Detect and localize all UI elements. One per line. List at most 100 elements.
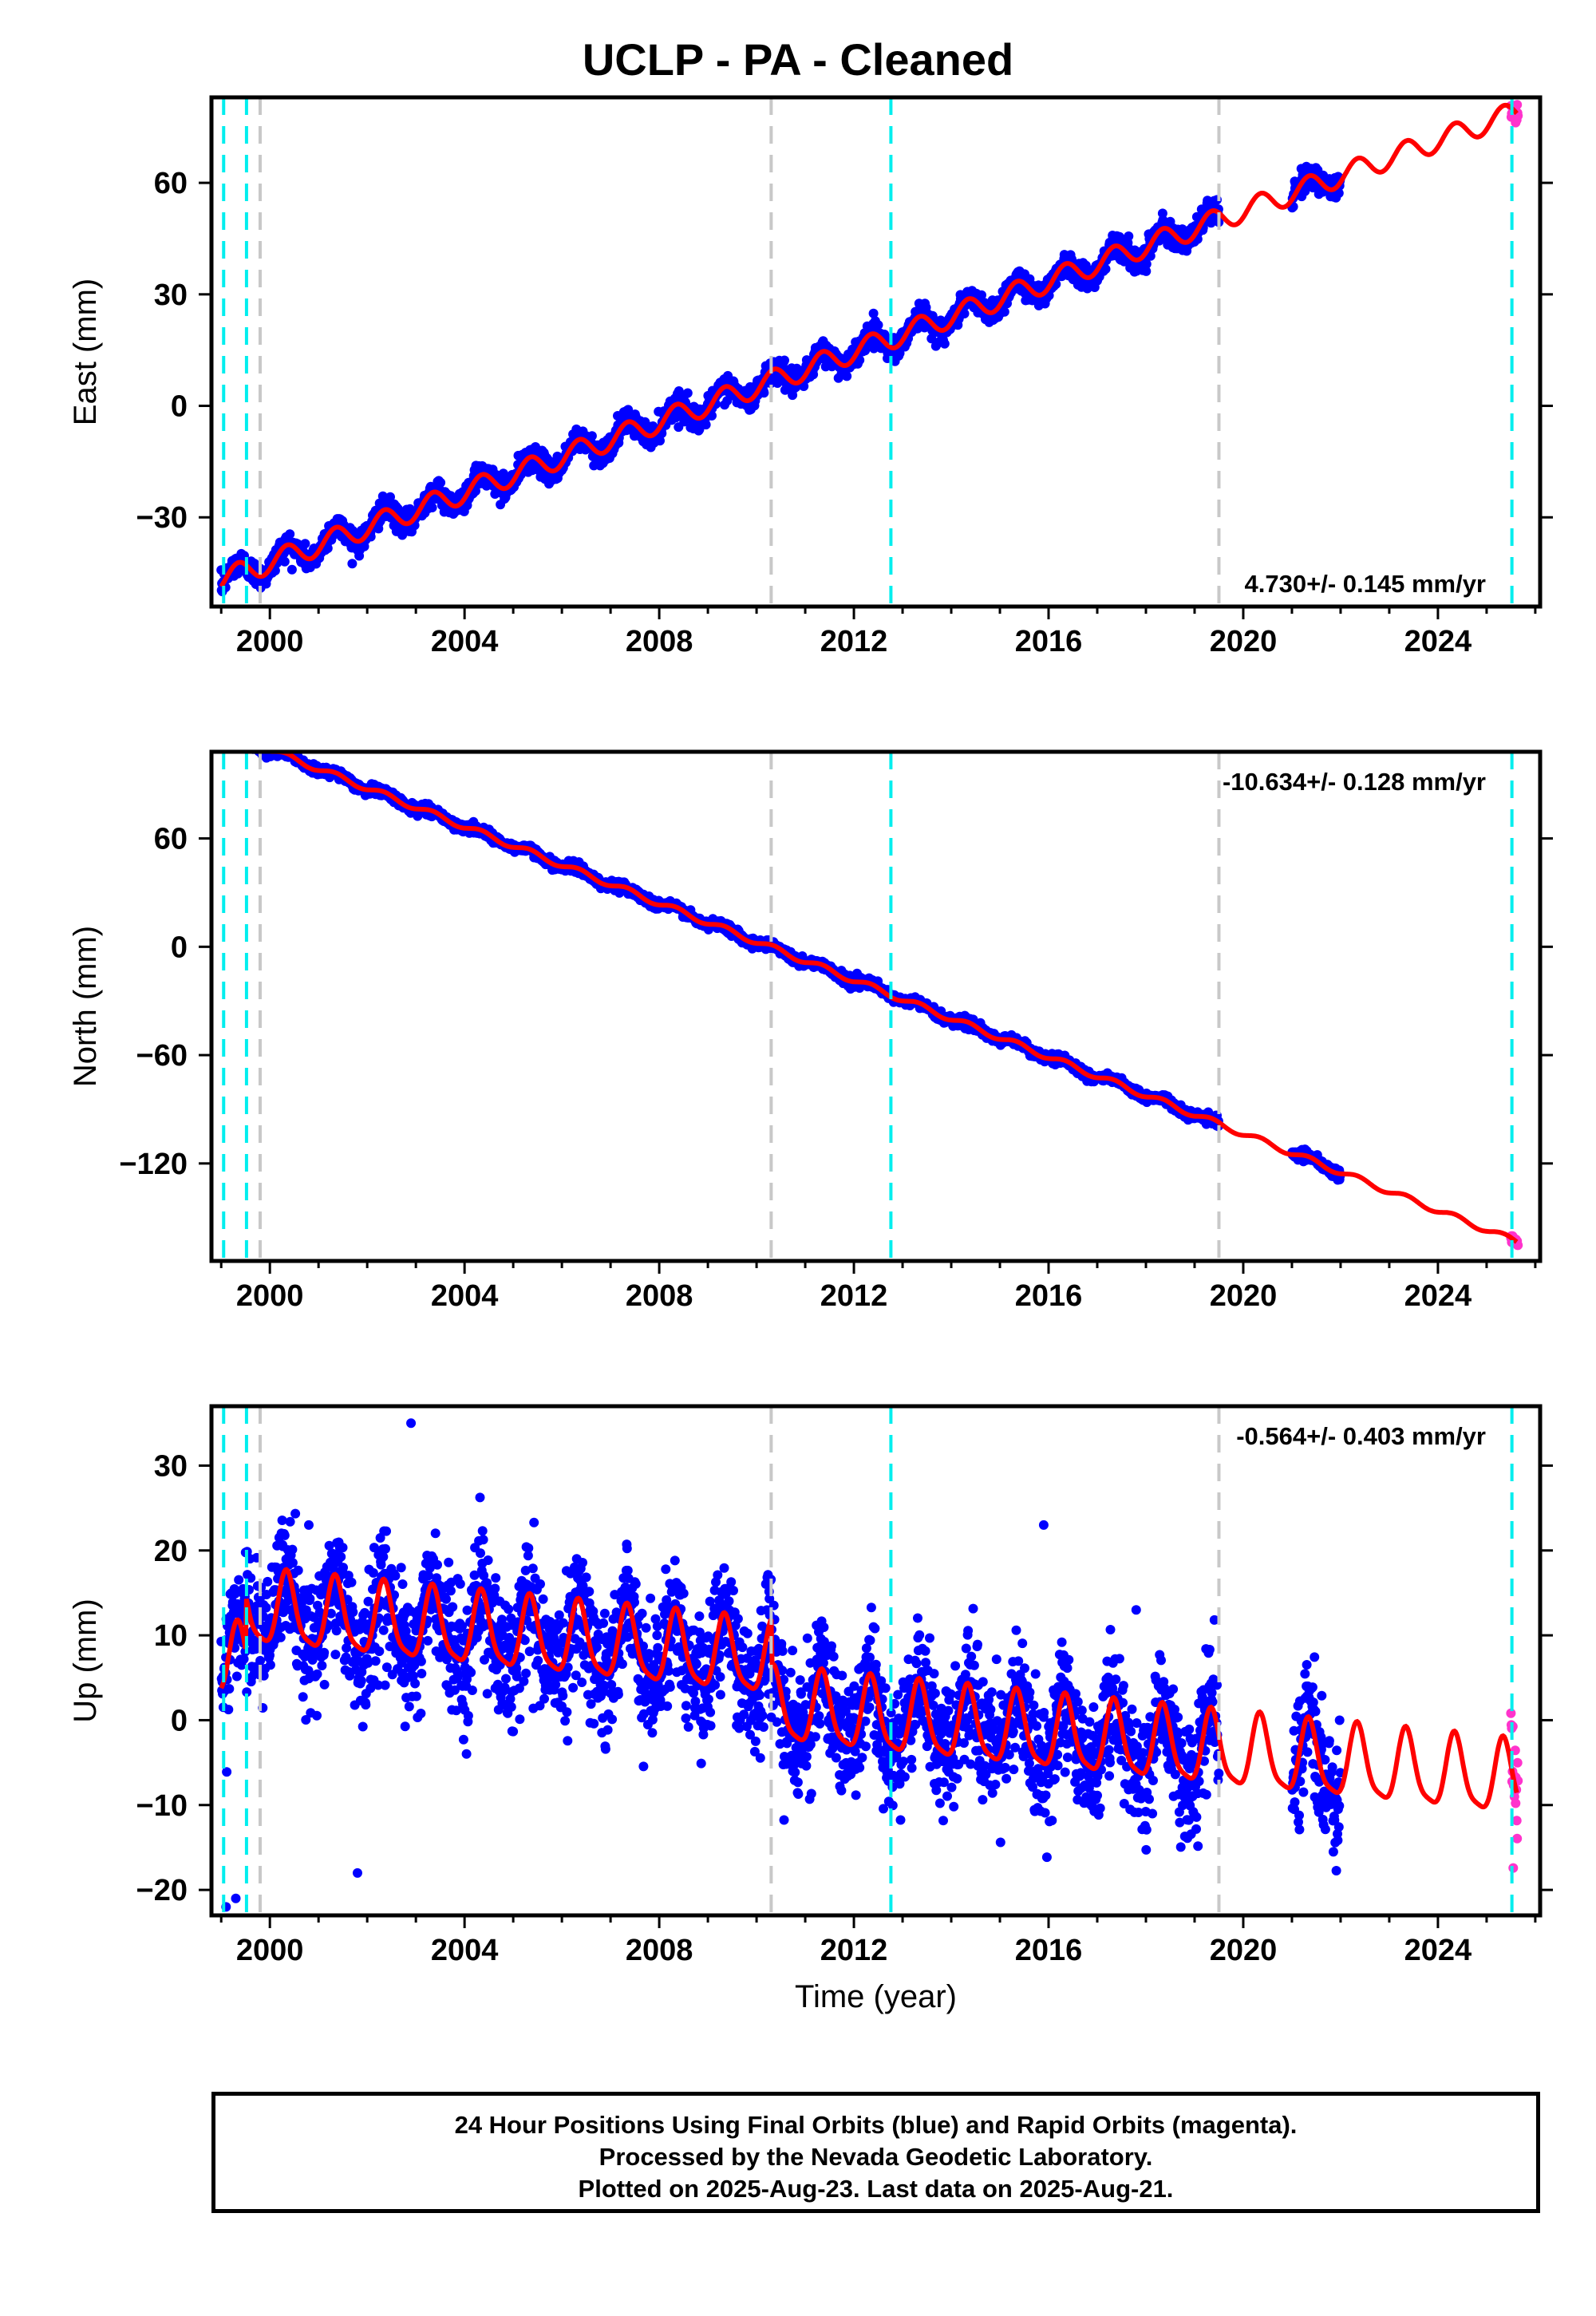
x-tick-label: 2024 (1404, 625, 1472, 658)
data-point (223, 726, 232, 736)
data-point (223, 724, 232, 733)
data-point (222, 729, 231, 738)
data-point (240, 733, 250, 743)
data-point (279, 556, 290, 567)
data-point (253, 736, 263, 745)
data-point (235, 725, 245, 735)
data-point (587, 431, 597, 441)
data-point (231, 726, 241, 736)
data-point (780, 355, 789, 366)
data-point (253, 739, 263, 749)
data-point (241, 734, 251, 744)
panel-frame (209, 95, 1543, 609)
data-point (860, 346, 871, 356)
data-point (347, 559, 358, 569)
data-point (285, 529, 295, 539)
data-point (855, 355, 865, 366)
x-tick-label: 2012 (820, 625, 888, 658)
data-point (243, 736, 253, 745)
data-point (235, 733, 244, 742)
data-point (224, 732, 234, 741)
data-point (221, 727, 231, 737)
data-point (251, 741, 260, 751)
data-point (229, 730, 239, 740)
data-point (229, 729, 239, 739)
data-point (1141, 259, 1152, 269)
data-point (227, 725, 237, 735)
data-point (280, 741, 290, 751)
data-point (235, 729, 245, 738)
data-point (226, 729, 235, 739)
figure-title: UCLP - PA - Cleaned (582, 34, 1014, 85)
data-point (245, 735, 255, 745)
data-point (225, 729, 235, 738)
data-point (222, 729, 231, 739)
data-point (219, 731, 229, 741)
rate-label: 4.730+/- 0.145 mm/yr (1245, 570, 1486, 598)
data-point (243, 737, 253, 746)
data-point (999, 306, 1009, 317)
data-point (248, 737, 258, 746)
data-point (223, 728, 232, 737)
data-point (239, 730, 248, 740)
data-point (247, 737, 257, 746)
data-point (808, 370, 819, 380)
data-point (241, 733, 251, 742)
data-point (246, 739, 255, 749)
data-point (251, 738, 261, 748)
y-tick-label: −30 (136, 501, 188, 535)
data-point (231, 732, 241, 741)
data-point (239, 733, 248, 742)
data-point (230, 727, 239, 737)
model-fit-line (219, 102, 1519, 588)
data-point (237, 729, 247, 738)
rapid-point (1512, 100, 1523, 110)
x-tick-label: 2020 (1210, 625, 1278, 658)
data-point (655, 436, 665, 446)
data-point (219, 731, 228, 741)
data-point (221, 729, 231, 739)
panel-north: 2000 2004 2008 2012 2016 2020 2024−120−60060No… (68, 724, 1553, 1313)
data-point (245, 737, 255, 746)
final-orbit-points (216, 161, 1345, 597)
data-point (251, 740, 260, 749)
data-point (247, 736, 257, 745)
data-point (1145, 251, 1156, 261)
x-tick-label: 2008 (626, 625, 693, 658)
x-tick-label: 2016 (1015, 625, 1083, 658)
y-tick-label: 60 (154, 167, 188, 200)
data-point (226, 726, 235, 736)
data-point (239, 733, 249, 742)
data-point (219, 733, 228, 742)
data-point (231, 731, 241, 741)
y-tick-label: 30 (154, 279, 188, 312)
data-point (701, 420, 711, 430)
data-point (244, 733, 254, 743)
data-point (939, 338, 950, 349)
data-point (240, 734, 250, 744)
data-point (234, 724, 243, 733)
data-point (242, 734, 251, 744)
data-point (235, 729, 244, 739)
data-point (242, 736, 251, 745)
data-point (799, 381, 809, 391)
data-point (959, 309, 970, 318)
data-point (1124, 231, 1134, 241)
data-point (623, 405, 634, 415)
data-point (247, 735, 256, 745)
data-point (218, 727, 227, 737)
data-point (235, 737, 245, 747)
data-point (255, 740, 265, 749)
data-point (250, 739, 259, 749)
data-point (228, 726, 238, 736)
data-point (236, 727, 246, 737)
data-point (216, 724, 226, 733)
data-point (227, 727, 236, 737)
data-point (240, 733, 250, 743)
plot-area (216, 724, 1523, 1251)
data-point (238, 735, 247, 745)
data-point (220, 729, 230, 738)
panel-east: 2000 2004 2008 2012 2016 2020 2024−3003060East… (68, 95, 1553, 658)
plot-area (216, 100, 1523, 597)
